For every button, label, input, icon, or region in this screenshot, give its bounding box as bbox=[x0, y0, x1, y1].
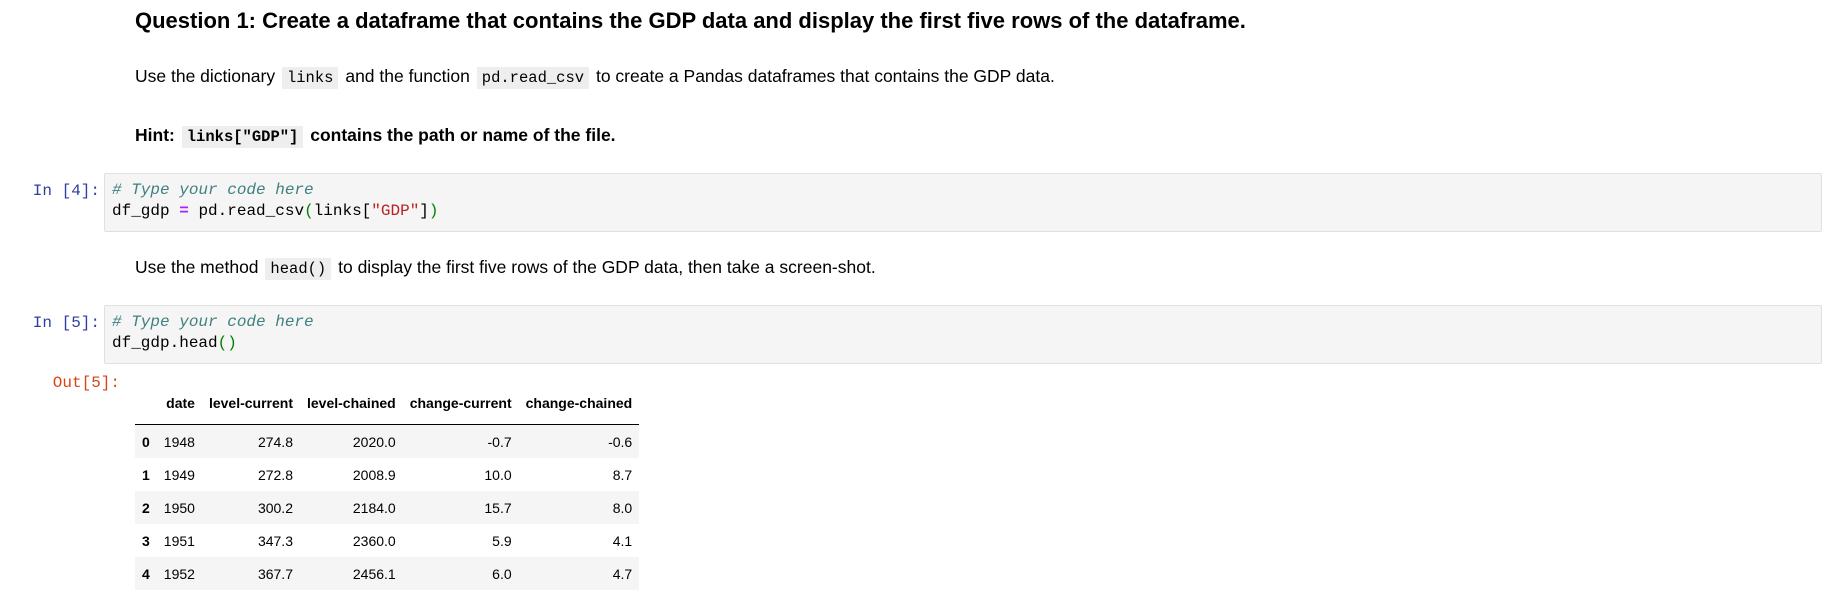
instruction-text: to display the first five rows of the GD… bbox=[338, 257, 876, 277]
inline-code-links-gdp: links["GDP"] bbox=[181, 126, 304, 148]
input-prompt-5: In [5]: bbox=[32, 314, 100, 332]
instruction-read-csv: Use the dictionary links and the functio… bbox=[135, 66, 1055, 89]
instruction-text: Use the method bbox=[135, 257, 259, 277]
cell-change-chained: 4.1 bbox=[612, 532, 633, 549]
hint-text: contains the path or name of the file. bbox=[310, 125, 616, 145]
row-index: 1 bbox=[142, 466, 150, 483]
instruction-head: Use the method head() to display the fir… bbox=[135, 257, 876, 280]
code-paren: ( bbox=[304, 202, 314, 220]
code-call: pd.read_csv bbox=[198, 202, 305, 220]
dataframe-output: date level-current level-chained change-… bbox=[135, 382, 640, 590]
code-comment: # Type your code here bbox=[112, 181, 314, 199]
code-arg-close: ] bbox=[419, 202, 429, 220]
cell-change-current: 15.7 bbox=[484, 499, 512, 516]
code-call: df_gdp.head bbox=[112, 334, 218, 352]
cell-date: 1948 bbox=[163, 433, 195, 450]
input-prompt-4: In [4]: bbox=[32, 182, 100, 200]
instruction-text: and the function bbox=[345, 66, 470, 86]
question-title: Question 1: Create a dataframe that cont… bbox=[135, 8, 1246, 33]
cell-change-current: 6.0 bbox=[492, 565, 512, 582]
code-operator: = bbox=[179, 202, 189, 220]
column-header-change-chained: change-chained bbox=[518, 382, 640, 425]
cell-date: 1949 bbox=[163, 466, 195, 483]
row-index: 2 bbox=[142, 499, 150, 516]
cell-level-chained: 2456.1 bbox=[352, 565, 396, 582]
cell-change-chained: 8.7 bbox=[612, 466, 633, 483]
hint-label: Hint: bbox=[135, 125, 175, 145]
column-header-level-chained: level-chained bbox=[300, 382, 403, 425]
cell-level-current: 272.8 bbox=[257, 466, 293, 483]
cell-change-current: 10.0 bbox=[484, 466, 512, 483]
cell-level-chained: 2008.9 bbox=[352, 466, 396, 483]
cell-level-chained: 2020.0 bbox=[352, 433, 396, 450]
row-index: 4 bbox=[142, 565, 150, 582]
cell-level-chained: 2360.0 bbox=[352, 532, 396, 549]
cell-level-current: 347.3 bbox=[257, 532, 293, 549]
cell-level-chained: 2184.0 bbox=[352, 499, 396, 516]
cell-change-chained: 8.0 bbox=[612, 499, 633, 516]
table-row: 4 1952 367.7 2456.1 6.0 4.7 bbox=[135, 557, 640, 590]
instruction-text: Use the dictionary bbox=[135, 66, 276, 86]
cell-change-chained: -0.6 bbox=[608, 433, 633, 450]
table-row: 2 1950 300.2 2184.0 15.7 8.0 bbox=[135, 491, 640, 524]
row-index: 3 bbox=[142, 532, 150, 549]
column-header-level-current: level-current bbox=[201, 382, 300, 425]
code-cell-5[interactable]: # Type your code here df_gdp.head() bbox=[104, 305, 1822, 364]
inline-code-links: links bbox=[281, 67, 339, 89]
inline-code-head: head() bbox=[265, 258, 332, 280]
code-var: df_gdp bbox=[112, 202, 170, 220]
table-row: 0 1948 274.8 2020.0 -0.7 -0.6 bbox=[135, 424, 640, 458]
table-row: 3 1951 347.3 2360.0 5.9 4.1 bbox=[135, 524, 640, 557]
table-row: 1 1949 272.8 2008.9 10.0 8.7 bbox=[135, 458, 640, 491]
row-index: 0 bbox=[142, 433, 150, 450]
cell-change-chained: 4.7 bbox=[612, 565, 633, 582]
cell-date: 1952 bbox=[163, 565, 195, 582]
code-arg: links[ bbox=[313, 202, 372, 220]
code-paren: ) bbox=[428, 202, 439, 220]
column-header-change-current: change-current bbox=[402, 382, 519, 425]
cell-level-current: 300.2 bbox=[257, 499, 293, 516]
cell-level-current: 274.8 bbox=[257, 433, 293, 450]
cell-date: 1951 bbox=[163, 532, 195, 549]
cell-level-current: 367.7 bbox=[257, 565, 293, 582]
cell-date: 1950 bbox=[163, 499, 195, 516]
hint: Hint: links["GDP"] contains the path or … bbox=[135, 125, 616, 148]
column-header-date: date bbox=[156, 382, 202, 425]
code-string: "GDP" bbox=[371, 202, 420, 220]
output-prompt-5: Out[5]: bbox=[52, 374, 120, 392]
table-header-row: date level-current level-chained change-… bbox=[135, 382, 640, 425]
instruction-text: to create a Pandas dataframes that conta… bbox=[595, 66, 1055, 86]
question-heading: Question 1: Create a dataframe that cont… bbox=[135, 8, 1246, 34]
inline-code-read-csv: pd.read_csv bbox=[476, 67, 590, 89]
cell-change-current: 5.9 bbox=[492, 532, 512, 549]
code-cell-4[interactable]: # Type your code here df_gdp = pd.read_c… bbox=[104, 173, 1822, 232]
code-paren: () bbox=[217, 334, 237, 352]
code-comment: # Type your code here bbox=[112, 313, 314, 331]
cell-change-current: -0.7 bbox=[487, 433, 512, 450]
column-header-index bbox=[135, 382, 157, 425]
